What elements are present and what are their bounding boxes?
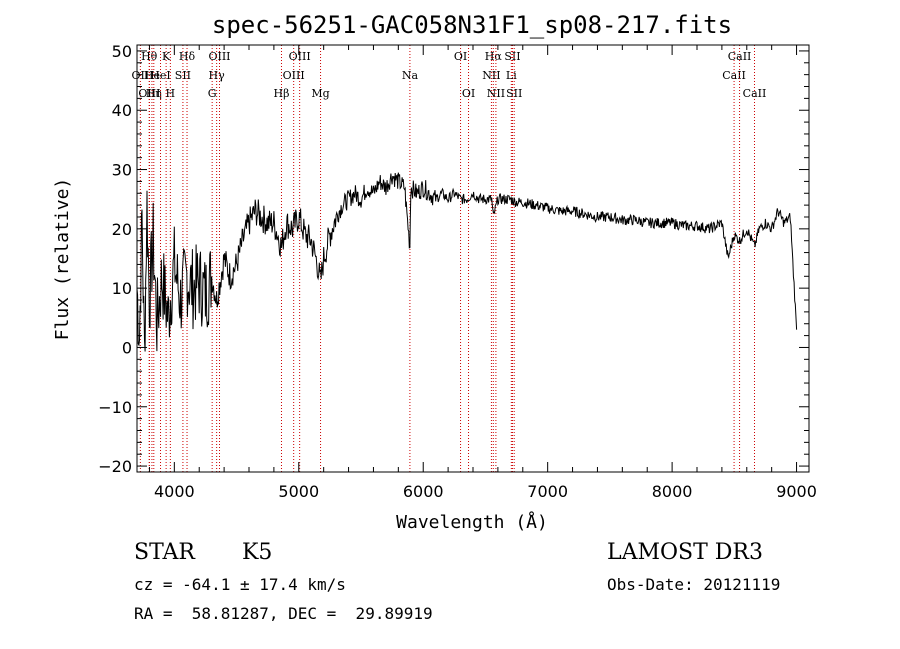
line-marker-label: Na: [402, 69, 419, 82]
line-marker-label: Hη: [146, 87, 162, 100]
line-marker-label: SII: [504, 50, 520, 63]
ra-dec-info: RA = 58.81287, DEC = 29.89919: [134, 604, 433, 623]
y-tick-label: 30: [112, 161, 132, 180]
line-marker-label: OI: [462, 87, 475, 100]
line-marker-label: NII: [487, 87, 505, 100]
chart-title: spec-56251-GAC058N31F1_sp08-217.fits: [212, 11, 732, 39]
line-marker-label: CaII: [743, 87, 767, 100]
x-axis: 4000 5000 6000 7000 8000 9000: [148, 45, 817, 501]
x-axis-label: Wavelength (Å): [396, 511, 548, 533]
line-marker-label: Hα: [485, 50, 503, 63]
line-marker-label: SII: [175, 69, 191, 82]
line-marker-label: SII: [506, 87, 522, 100]
line-marker-label: CaII: [722, 69, 746, 82]
line-marker-label: OIII: [289, 50, 311, 63]
x-tick-label: 5000: [278, 482, 319, 501]
line-marker-label: OIII: [283, 69, 305, 82]
line-marker-label: Hδ: [179, 50, 196, 63]
line-marker-label: HeI: [150, 69, 170, 82]
line-marker-label: H: [166, 87, 176, 100]
y-tick-label: −10: [98, 398, 132, 417]
survey-name: LAMOST DR3: [607, 540, 763, 565]
line-marker-label: NII: [482, 69, 500, 82]
x-tick-label: 6000: [403, 482, 444, 501]
line-marker-label: He: [144, 69, 160, 82]
y-tick-label: 0: [122, 338, 132, 357]
x-tick-label: 7000: [527, 482, 568, 501]
y-axis: −20 −10 0 10 20 30 40 50: [98, 42, 809, 476]
line-marker-label: G: [208, 87, 217, 100]
line-marker-label: Hβ: [274, 87, 290, 100]
redshift-info: cz = -64.1 ± 17.4 km/s: [134, 575, 346, 594]
line-marker-label: OIII: [138, 87, 160, 100]
object-subclass: K5: [242, 540, 273, 565]
line-marker-label: CaII: [728, 50, 752, 63]
line-marker-label: Hγ: [209, 69, 226, 82]
line-marker-label: Hθ: [141, 50, 158, 63]
y-tick-label: −20: [98, 457, 132, 476]
line-marker-label: OI: [454, 50, 467, 63]
line-marker-label: Li: [506, 69, 517, 82]
observation-date: Obs-Date: 20121119: [607, 575, 781, 594]
y-tick-label: 50: [112, 42, 132, 61]
x-tick-label: 9000: [776, 482, 817, 501]
y-axis-label: Flux (relative): [52, 178, 73, 341]
line-marker-label: K: [162, 50, 171, 63]
spectrum-line: [136, 172, 798, 352]
x-tick-label: 8000: [652, 482, 693, 501]
x-tick-label: 4000: [154, 482, 195, 501]
object-class: STAR: [134, 540, 195, 565]
spectrum-series: [136, 172, 798, 352]
y-tick-label: 40: [112, 101, 132, 120]
y-tick-label: 10: [112, 279, 132, 298]
line-marker-label: OII: [132, 69, 150, 82]
line-marker-label: Mg: [311, 87, 329, 100]
y-tick-label: 20: [112, 220, 132, 239]
line-marker-label: OIII: [208, 50, 230, 63]
